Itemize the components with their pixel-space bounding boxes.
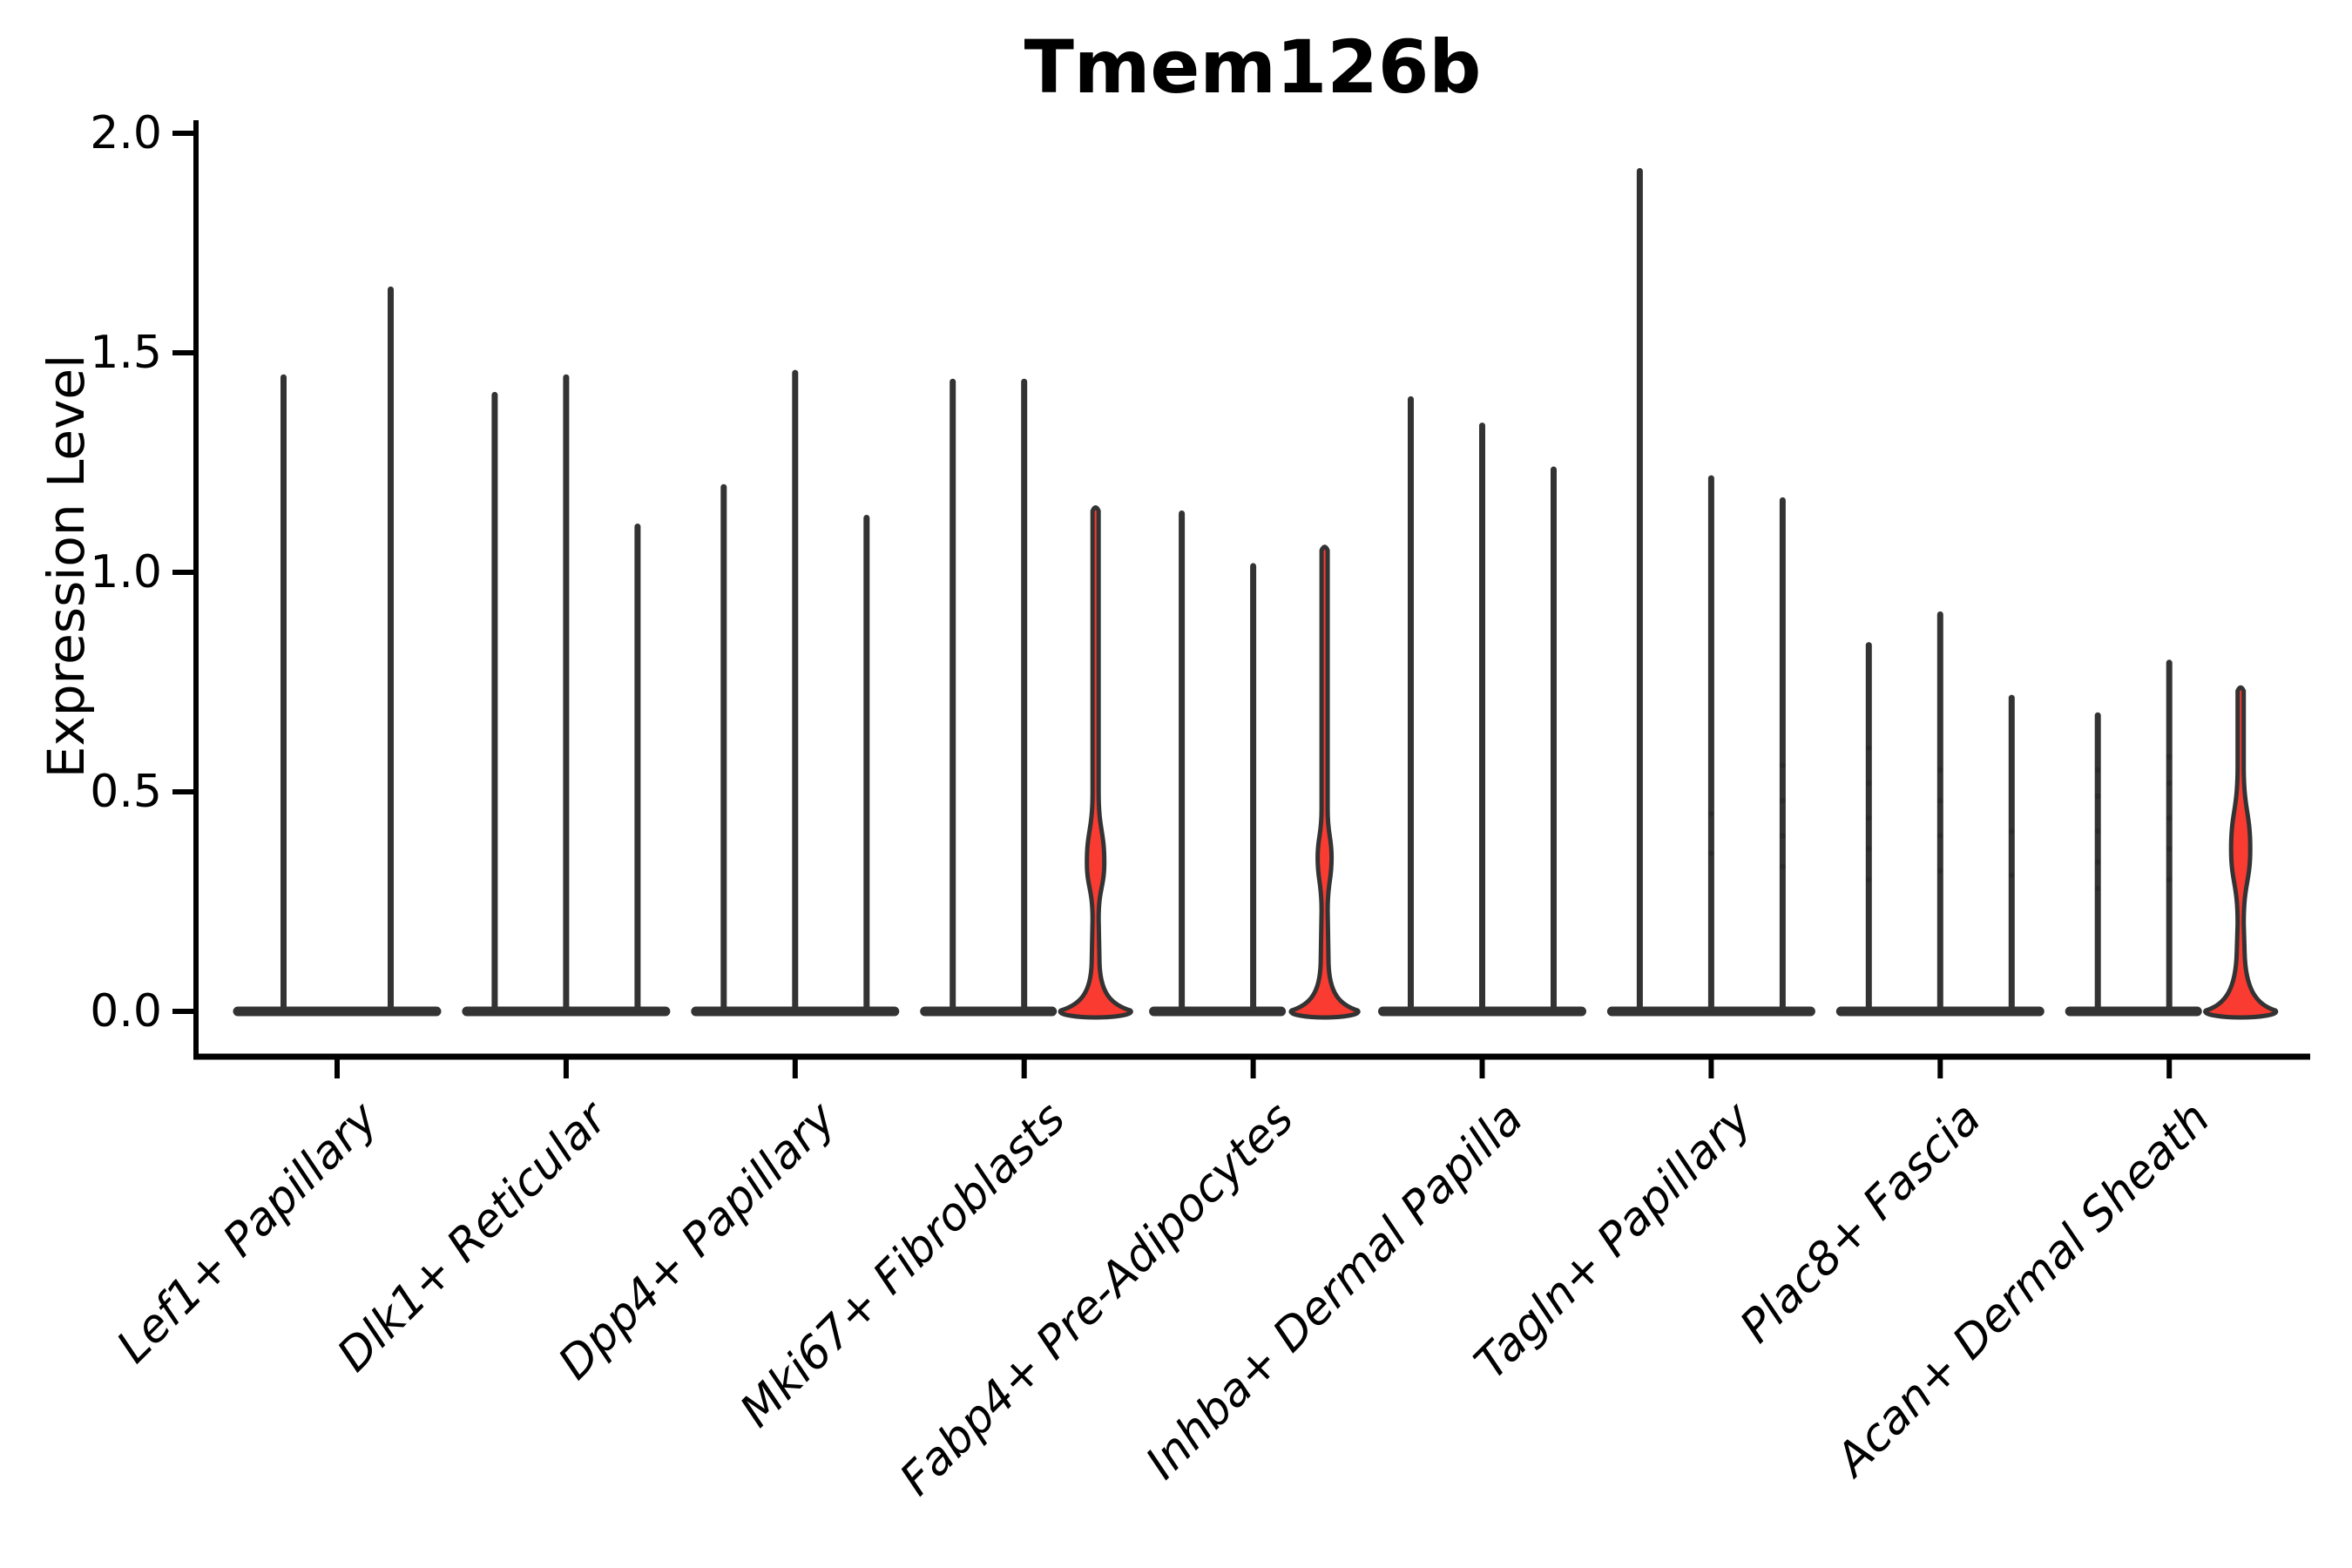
cell-point-dot xyxy=(1937,833,1943,839)
cell-point-dot xyxy=(2095,767,2101,773)
violin-filled xyxy=(1058,505,1133,1020)
y-tick-label: 1.5 xyxy=(90,327,162,379)
cell-point-dot xyxy=(2095,828,2101,835)
cell-point-dot xyxy=(1866,876,1872,882)
y-tick-label: 0.5 xyxy=(90,766,162,818)
cell-point-dot xyxy=(1937,767,1943,773)
chart-title: Tmem126b xyxy=(1024,24,1482,110)
violin-filled xyxy=(1288,544,1361,1020)
cell-point-dot xyxy=(1937,868,1943,874)
cell-point-dot xyxy=(2009,872,2015,878)
cell-point-dot xyxy=(1780,797,1786,804)
cell-point-dot xyxy=(2166,754,2173,760)
cell-point-dot xyxy=(1866,815,1872,821)
cell-point-dot xyxy=(2095,885,2101,892)
cell-point-dot xyxy=(1780,863,1786,869)
cell-point-dot xyxy=(2166,876,2173,882)
cell-point-dot xyxy=(2095,793,2101,800)
y-tick-label: 1.0 xyxy=(90,546,162,598)
cell-point-dot xyxy=(2009,828,2015,835)
violin-filled xyxy=(2203,685,2279,1020)
cell-point-dot xyxy=(2166,780,2173,787)
cell-point-dot xyxy=(2166,846,2173,852)
cell-point-dot xyxy=(1780,762,1786,768)
cell-point-dot xyxy=(1937,797,1943,804)
cell-point-dot xyxy=(2166,815,2173,821)
cell-point-dot xyxy=(2095,859,2101,865)
cell-point-dot xyxy=(1708,811,1714,817)
cell-point-dot xyxy=(1866,745,1872,751)
cell-point-dot xyxy=(1866,846,1872,852)
cell-point-dot xyxy=(1866,780,1872,787)
y-tick-label: 0.0 xyxy=(90,985,162,1037)
cell-point-dot xyxy=(1708,850,1714,856)
y-tick-label: 2.0 xyxy=(90,107,162,159)
cell-point-dot xyxy=(1780,833,1786,839)
